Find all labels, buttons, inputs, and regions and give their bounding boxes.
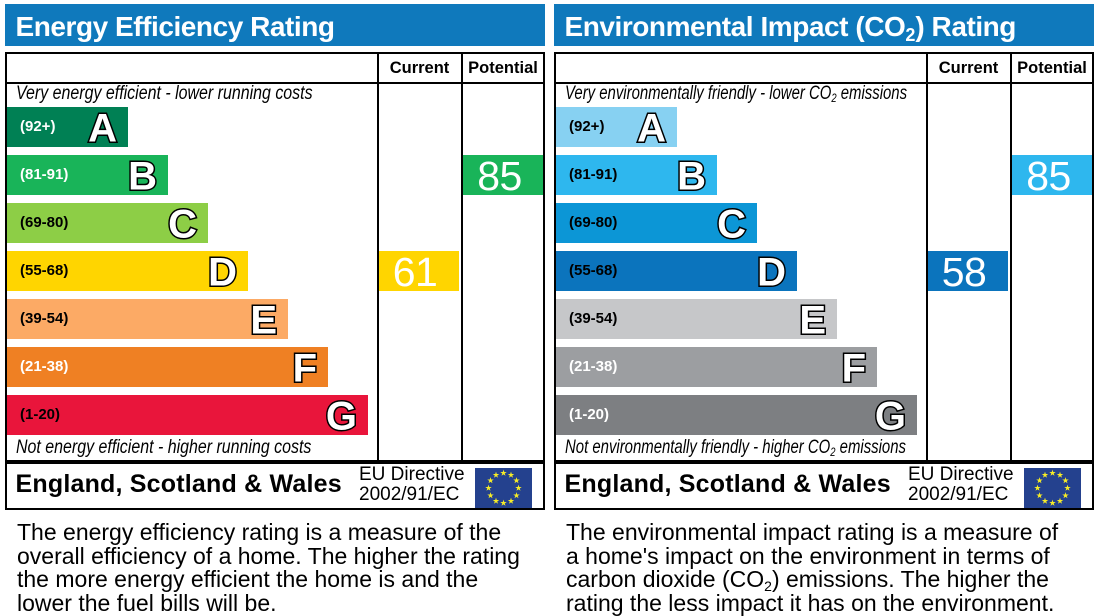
svg-text:C: C xyxy=(168,203,197,245)
svg-text:B: B xyxy=(677,155,706,197)
svg-text:E: E xyxy=(799,299,826,341)
svg-text:A: A xyxy=(88,107,117,149)
svg-text:E: E xyxy=(250,299,277,341)
svg-text:G: G xyxy=(326,395,357,437)
svg-text:F: F xyxy=(293,347,317,389)
svg-text:A: A xyxy=(637,107,666,149)
svg-text:D: D xyxy=(208,251,237,293)
svg-text:D: D xyxy=(757,251,786,293)
svg-text:B: B xyxy=(128,155,157,197)
svg-text:G: G xyxy=(875,395,906,437)
svg-text:C: C xyxy=(717,203,746,245)
svg-text:F: F xyxy=(842,347,866,389)
